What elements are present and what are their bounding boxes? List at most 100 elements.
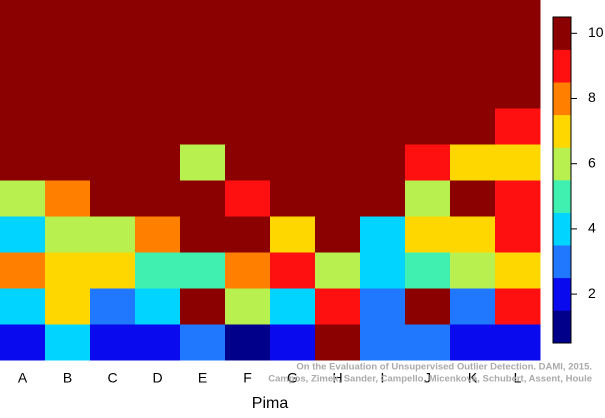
- x-tick-label: E: [198, 370, 207, 386]
- colorbar-swatch: [553, 310, 571, 344]
- heat-cell: [225, 324, 271, 361]
- x-tick-label: C: [107, 370, 117, 386]
- colorbar-tick-label: 2: [588, 285, 596, 301]
- heat-cell: [0, 288, 46, 325]
- heat-cell: [225, 108, 271, 145]
- heat-cell: [225, 288, 271, 325]
- heat-cell: [90, 72, 136, 109]
- colorbar-frame: [552, 16, 572, 344]
- heat-cell: [270, 324, 316, 361]
- heat-cell: [360, 72, 406, 109]
- heat-cell: [450, 72, 496, 109]
- heat-cell: [450, 108, 496, 145]
- heat-cell: [225, 252, 271, 289]
- heat-cell: [180, 252, 226, 289]
- heat-cell: [450, 180, 496, 217]
- x-axis-label: Pima: [252, 395, 289, 412]
- heat-cell: [270, 288, 316, 325]
- heat-cell: [495, 252, 541, 289]
- heat-cell: [450, 288, 496, 325]
- heat-cell: [90, 216, 136, 253]
- heat-cell: [270, 180, 316, 217]
- heat-cell: [45, 72, 91, 109]
- heat-cell: [180, 324, 226, 361]
- colorbar-swatch: [553, 49, 571, 83]
- heat-cell: [90, 0, 136, 37]
- heat-cell: [135, 324, 181, 361]
- colorbar-tick-label: 6: [588, 154, 596, 170]
- heat-cell: [180, 0, 226, 37]
- heat-cell: [315, 72, 361, 109]
- heat-cell: [360, 36, 406, 73]
- colorbar-swatch: [553, 82, 571, 116]
- heat-cell: [405, 180, 451, 217]
- heat-cell: [225, 144, 271, 181]
- heat-cell: [225, 72, 271, 109]
- heat-cell: [270, 72, 316, 109]
- heat-cell: [405, 36, 451, 73]
- heat-cell: [180, 144, 226, 181]
- heat-cell: [45, 36, 91, 73]
- heat-cell: [450, 144, 496, 181]
- heat-cell: [495, 216, 541, 253]
- heat-cell: [45, 324, 91, 361]
- heat-cell: [315, 216, 361, 253]
- x-tick-label: J: [424, 370, 431, 386]
- heat-cell: [315, 36, 361, 73]
- heat-cell: [405, 0, 451, 37]
- heat-cell: [135, 216, 181, 253]
- heat-cell: [45, 252, 91, 289]
- x-tick-label: D: [152, 370, 162, 386]
- colorbar-swatch: [553, 212, 571, 246]
- heat-cell: [225, 180, 271, 217]
- x-tick-label: L: [514, 370, 522, 386]
- heat-cell: [45, 108, 91, 145]
- heat-cell: [360, 216, 406, 253]
- heat-cell: [45, 0, 91, 37]
- heat-cell: [270, 108, 316, 145]
- colorbar-swatch: [553, 114, 571, 148]
- heat-cell: [495, 288, 541, 325]
- heat-cell: [315, 0, 361, 37]
- heat-cell: [315, 288, 361, 325]
- heat-cell: [225, 0, 271, 37]
- heat-cell: [0, 216, 46, 253]
- heat-cell: [0, 324, 46, 361]
- heat-cell: [315, 324, 361, 361]
- colorbar-swatch: [553, 147, 571, 181]
- heat-cell: [180, 108, 226, 145]
- heat-cell: [135, 108, 181, 145]
- heat-cell: [360, 180, 406, 217]
- heat-cell: [0, 0, 46, 37]
- heat-cell: [180, 72, 226, 109]
- heat-cell: [90, 108, 136, 145]
- heat-cell: [405, 324, 451, 361]
- heat-cell: [225, 216, 271, 253]
- heat-cell: [270, 0, 316, 37]
- heat-cell: [270, 36, 316, 73]
- heat-cell: [450, 324, 496, 361]
- heat-cell: [495, 36, 541, 73]
- heat-cell: [135, 72, 181, 109]
- heat-cell: [270, 252, 316, 289]
- colorbar-tick-label: 8: [588, 89, 596, 105]
- heat-cell: [135, 36, 181, 73]
- x-tick-label: F: [243, 370, 252, 386]
- heat-cell: [45, 180, 91, 217]
- heat-cell: [45, 216, 91, 253]
- heat-cell: [135, 252, 181, 289]
- heat-cell: [0, 180, 46, 217]
- heat-cell: [270, 216, 316, 253]
- heat-cell: [180, 288, 226, 325]
- x-tick-label: A: [18, 370, 28, 386]
- heat-cell: [360, 108, 406, 145]
- heat-cell: [360, 288, 406, 325]
- heat-cell: [360, 0, 406, 37]
- heat-cell: [495, 144, 541, 181]
- heat-cell: [180, 216, 226, 253]
- heat-cell: [405, 252, 451, 289]
- heat-cell: [360, 144, 406, 181]
- colorbar-tick-label: 4: [588, 220, 596, 236]
